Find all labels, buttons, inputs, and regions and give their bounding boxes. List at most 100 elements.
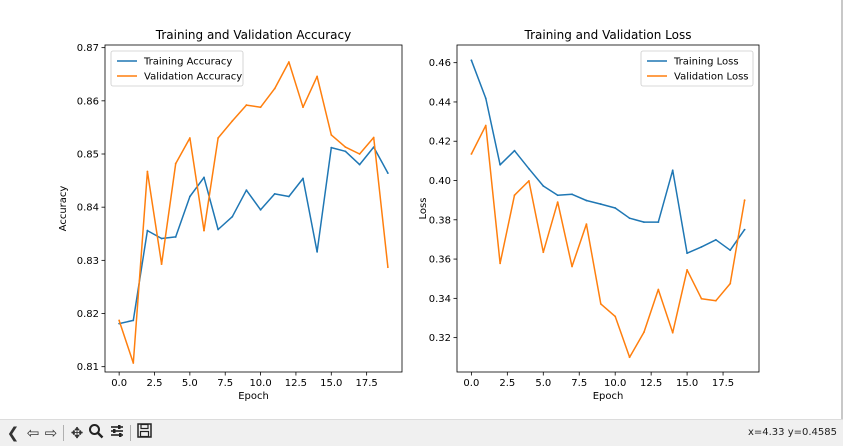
data-point bbox=[330, 146, 333, 149]
data-point bbox=[146, 170, 149, 173]
save-disk-icon[interactable] bbox=[135, 423, 153, 443]
data-point bbox=[259, 208, 262, 211]
loss-chart: Training and Validation Loss 0.0 2.5 5.0 7.5… bbox=[418, 28, 760, 402]
data-point bbox=[614, 315, 617, 318]
zoom-magnifier-icon[interactable] bbox=[87, 423, 105, 443]
data-point bbox=[671, 169, 674, 172]
data-point bbox=[273, 192, 276, 195]
data-point bbox=[245, 104, 248, 106]
data-point bbox=[556, 201, 559, 204]
y-tick-label: 0.82 bbox=[77, 309, 99, 320]
x-axis-label: Epoch bbox=[593, 391, 624, 402]
data-point bbox=[542, 251, 545, 254]
home-icon[interactable]: ❮ bbox=[6, 424, 20, 442]
data-point bbox=[599, 302, 602, 305]
data-point bbox=[203, 176, 205, 179]
data-point bbox=[628, 217, 631, 220]
data-point bbox=[302, 177, 304, 180]
y-tick-label: 0.85 bbox=[77, 150, 99, 161]
data-point bbox=[344, 150, 347, 153]
data-point bbox=[358, 163, 361, 166]
data-point bbox=[217, 137, 220, 139]
cursor-coordinates: x=4.33 y=0.4585 bbox=[747, 427, 837, 438]
configure-sliders-icon[interactable] bbox=[108, 423, 126, 443]
toolbar-separator bbox=[130, 425, 131, 441]
data-point bbox=[160, 237, 163, 240]
data-point bbox=[217, 228, 220, 231]
toolbar-separator bbox=[63, 425, 64, 441]
data-point bbox=[146, 229, 149, 232]
y-axis-label: Loss bbox=[418, 198, 429, 220]
data-point bbox=[657, 221, 660, 224]
y-tick-label: 0.36 bbox=[429, 255, 451, 266]
data-point bbox=[643, 331, 645, 334]
y-tick-label: 0.40 bbox=[429, 176, 451, 187]
forward-arrow-icon[interactable]: ⇨ bbox=[44, 424, 58, 442]
data-point bbox=[714, 238, 717, 241]
y-tick-label: 0.84 bbox=[77, 203, 99, 214]
x-tick-label: 12.5 bbox=[285, 378, 307, 389]
legend-label: Training Accuracy bbox=[143, 57, 232, 68]
data-point bbox=[657, 288, 660, 291]
data-point bbox=[499, 262, 502, 265]
data-point bbox=[132, 362, 135, 364]
data-point bbox=[686, 252, 688, 255]
series-line-validation-accuracy bbox=[118, 61, 389, 364]
data-point bbox=[628, 356, 631, 359]
data-point bbox=[316, 75, 319, 78]
data-point bbox=[174, 162, 177, 165]
x-tick-label: 10.0 bbox=[604, 378, 626, 389]
legend-label: Validation Accuracy bbox=[144, 72, 242, 83]
data-point bbox=[118, 319, 121, 322]
data-point bbox=[700, 297, 703, 300]
data-point bbox=[499, 163, 502, 166]
series-line-validation-loss bbox=[470, 124, 746, 359]
data-point bbox=[643, 221, 645, 224]
data-point bbox=[160, 263, 163, 265]
data-point bbox=[528, 180, 530, 182]
x-tick-label: 2.5 bbox=[147, 378, 163, 389]
data-point bbox=[484, 97, 487, 100]
window-edge bbox=[841, 0, 843, 419]
data-point bbox=[259, 106, 262, 109]
legend-label: Training Loss bbox=[673, 57, 739, 68]
x-tick-label: 7.5 bbox=[217, 378, 233, 389]
y-tick-label: 0.38 bbox=[429, 215, 451, 226]
x-tick-label: 2.5 bbox=[499, 378, 515, 389]
data-point bbox=[542, 185, 545, 187]
data-point bbox=[714, 299, 717, 302]
data-point bbox=[729, 282, 732, 285]
y-tick-label: 0.86 bbox=[77, 96, 99, 107]
plot-frame bbox=[104, 44, 403, 373]
data-point bbox=[484, 124, 487, 127]
x-tick-label: 10.0 bbox=[249, 378, 271, 389]
data-point bbox=[599, 203, 602, 205]
data-point bbox=[585, 223, 588, 226]
data-point bbox=[513, 149, 516, 152]
y-tick-label: 0.42 bbox=[429, 137, 451, 148]
data-point bbox=[386, 266, 389, 269]
x-tick-label: 17.5 bbox=[356, 378, 378, 389]
x-tick-label: 0.0 bbox=[463, 378, 479, 389]
data-point bbox=[174, 236, 177, 238]
data-point bbox=[287, 195, 290, 198]
data-point bbox=[556, 194, 559, 197]
legend-box bbox=[110, 50, 244, 87]
data-point bbox=[188, 195, 191, 198]
pan-move-icon[interactable]: ✥ bbox=[70, 424, 84, 442]
data-point bbox=[729, 249, 732, 252]
data-point bbox=[743, 199, 746, 202]
data-point bbox=[273, 87, 276, 90]
data-point bbox=[470, 153, 473, 155]
data-point bbox=[700, 245, 703, 248]
back-arrow-icon[interactable]: ⇦ bbox=[26, 424, 40, 442]
x-tick-label: 5.0 bbox=[182, 378, 198, 389]
data-point bbox=[528, 167, 530, 170]
data-point bbox=[316, 250, 319, 253]
data-point bbox=[203, 229, 205, 232]
navigation-toolbar: ❮ ⇦ ⇨ ✥ x=4.33 y=0.4585 bbox=[0, 419, 843, 446]
x-tick-label: 7.5 bbox=[571, 378, 587, 389]
legend-box bbox=[640, 50, 754, 87]
data-point bbox=[231, 120, 234, 122]
data-point bbox=[344, 146, 347, 148]
